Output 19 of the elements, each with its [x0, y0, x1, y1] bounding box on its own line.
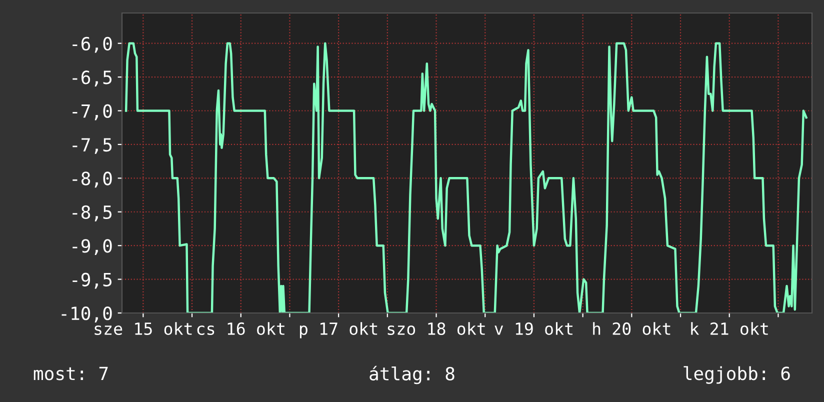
text: legjobb: 6	[684, 366, 790, 384]
x-tick-label: sze 15 okt	[94, 322, 192, 336]
text: most: 7	[34, 366, 108, 380]
text: átlag: 8	[370, 366, 454, 384]
y-tick-label: -9,0	[72, 239, 112, 256]
y-tick-label: -7,5	[72, 138, 112, 154]
y-tick-label: -10,0	[62, 306, 112, 322]
x-tick-label: p 17 okt	[300, 322, 378, 338]
y-tick-label: -8,0	[72, 172, 112, 188]
y-tick-label: -6,5	[72, 70, 112, 86]
y-tick-label: -7,0	[72, 104, 112, 120]
y-tick-label: -6,0	[72, 36, 112, 53]
x-tick-label: szo 18 okt	[388, 322, 485, 336]
y-tick-label: -9,5	[72, 272, 112, 289]
x-tick-label: cs 16 okt	[197, 322, 284, 336]
x-tick-label: k 21 okt	[691, 322, 768, 336]
x-tick-label: v 19 okt	[494, 322, 572, 336]
x-tick-label: h 20 okt	[593, 322, 670, 336]
y-tick-label: -8,5	[72, 205, 112, 222]
